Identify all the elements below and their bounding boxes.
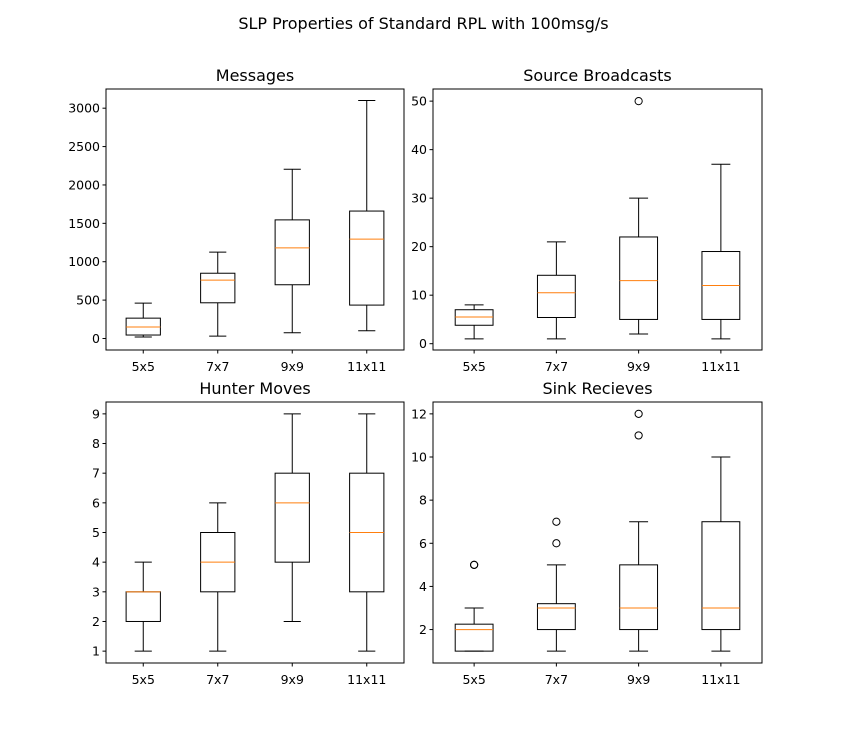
y-tick-label: 50 [411,94,427,109]
x-tick-label: 9x9 [281,359,304,374]
y-tick-label: 6 [419,536,427,551]
x-tick-label: 11x11 [701,359,740,374]
subplot-1: Messages 0 500 1000 1500 2000 2500 3000 5x5 7x7 9x… [68,66,405,374]
y-tick-label: 6 [92,495,100,510]
subplot-3: Hunter Moves 1 2 3 4 5 6 7 8 9 5x5 7x7 9x9 11x11 [92,379,405,687]
y-tick-label: 3000 [68,101,100,116]
y-tick-label: 9 [92,406,100,421]
x-tick-label: 11x11 [347,672,386,687]
x-tick-label: 11x11 [701,672,740,687]
axes-frame [432,88,763,351]
x-tick-label: 7x7 [545,672,568,687]
x-tick-label: 11x11 [347,359,386,374]
x-tick-label: 7x7 [206,359,229,374]
y-tick-label: 8 [92,436,100,451]
box-11x11 [701,163,741,340]
box-7x7 [536,517,576,652]
box-11x11 [349,413,385,652]
box-iqr [619,236,659,320]
flier-point [634,409,643,418]
x-tick-label: 7x7 [545,359,568,374]
y-tick-label: 8 [419,493,427,508]
y-tick-label: 5 [92,525,100,540]
y-tick-label: 40 [411,142,427,157]
y-tick-label: 30 [411,191,427,206]
y-tick-label: 0 [419,336,427,351]
x-tick-label: 9x9 [281,672,304,687]
y-tick-label: 3 [92,584,100,599]
flier-point [552,539,561,548]
x-tick-label: 5x5 [132,672,155,687]
box-iqr [274,472,310,563]
subplot-title: Messages [216,66,294,85]
y-tick-label: 2 [92,614,100,629]
flier-point [552,517,561,526]
x-tick-label: 9x9 [627,672,650,687]
subplot-title: Source Broadcasts [523,66,672,85]
axes-frame [105,88,405,351]
box-5x5 [454,560,494,652]
y-tick-label: 10 [411,450,427,465]
subplot-title: Sink Recieves [542,379,652,398]
box-7x7 [536,241,576,340]
box-5x5 [125,302,161,338]
y-tick-label: 20 [411,239,427,254]
x-tick-label: 5x5 [462,672,485,687]
y-tick-label: 2500 [68,139,100,154]
y-tick-label: 4 [92,555,100,570]
figure-suptitle: SLP Properties of Standard RPL with 100m… [238,14,608,33]
y-tick-label: 7 [92,466,100,481]
box-iqr [454,623,494,652]
y-tick-label: 12 [411,406,427,421]
y-tick-label: 1000 [68,254,100,269]
box-11x11 [349,100,385,332]
flier-point [470,560,479,569]
subplot-2: Source Broadcasts 0 10 20 30 40 50 5x5 7x7 9x9 11x… [411,66,763,374]
box-5x5 [125,561,161,652]
y-tick-label: 2000 [68,177,100,192]
x-tick-label: 5x5 [132,359,155,374]
box-7x7 [200,502,236,652]
y-tick-label: 1 [92,644,100,659]
subplot-title: Hunter Moves [199,379,310,398]
y-tick-label: 0 [92,331,100,346]
y-tick-label: 4 [419,579,427,594]
y-tick-label: 2 [419,622,427,637]
box-11x11 [701,456,741,652]
box-9x9 [619,409,659,652]
y-tick-label: 500 [76,293,100,308]
x-tick-label: 5x5 [462,359,485,374]
box-9x9 [274,168,310,334]
subplot-4: Sink Recieves 2 4 6 8 10 12 5x5 7x7 9x9 11x11 [411,379,763,687]
flier-point [634,431,643,440]
x-tick-label: 9x9 [627,359,650,374]
box-iqr [536,603,576,631]
y-tick-label: 1500 [68,216,100,231]
axes-frame [432,401,763,664]
box-iqr [619,564,659,631]
box-iqr [701,521,741,631]
box-9x9 [619,97,659,335]
box-7x7 [200,251,236,337]
box-iqr [536,274,576,318]
flier-point [634,97,643,106]
y-tick-label: 10 [411,288,427,303]
box-iqr [274,219,310,286]
box-iqr [200,272,236,304]
box-iqr [349,210,385,306]
box-5x5 [454,304,494,340]
x-tick-label: 7x7 [206,672,229,687]
box-9x9 [274,413,310,622]
